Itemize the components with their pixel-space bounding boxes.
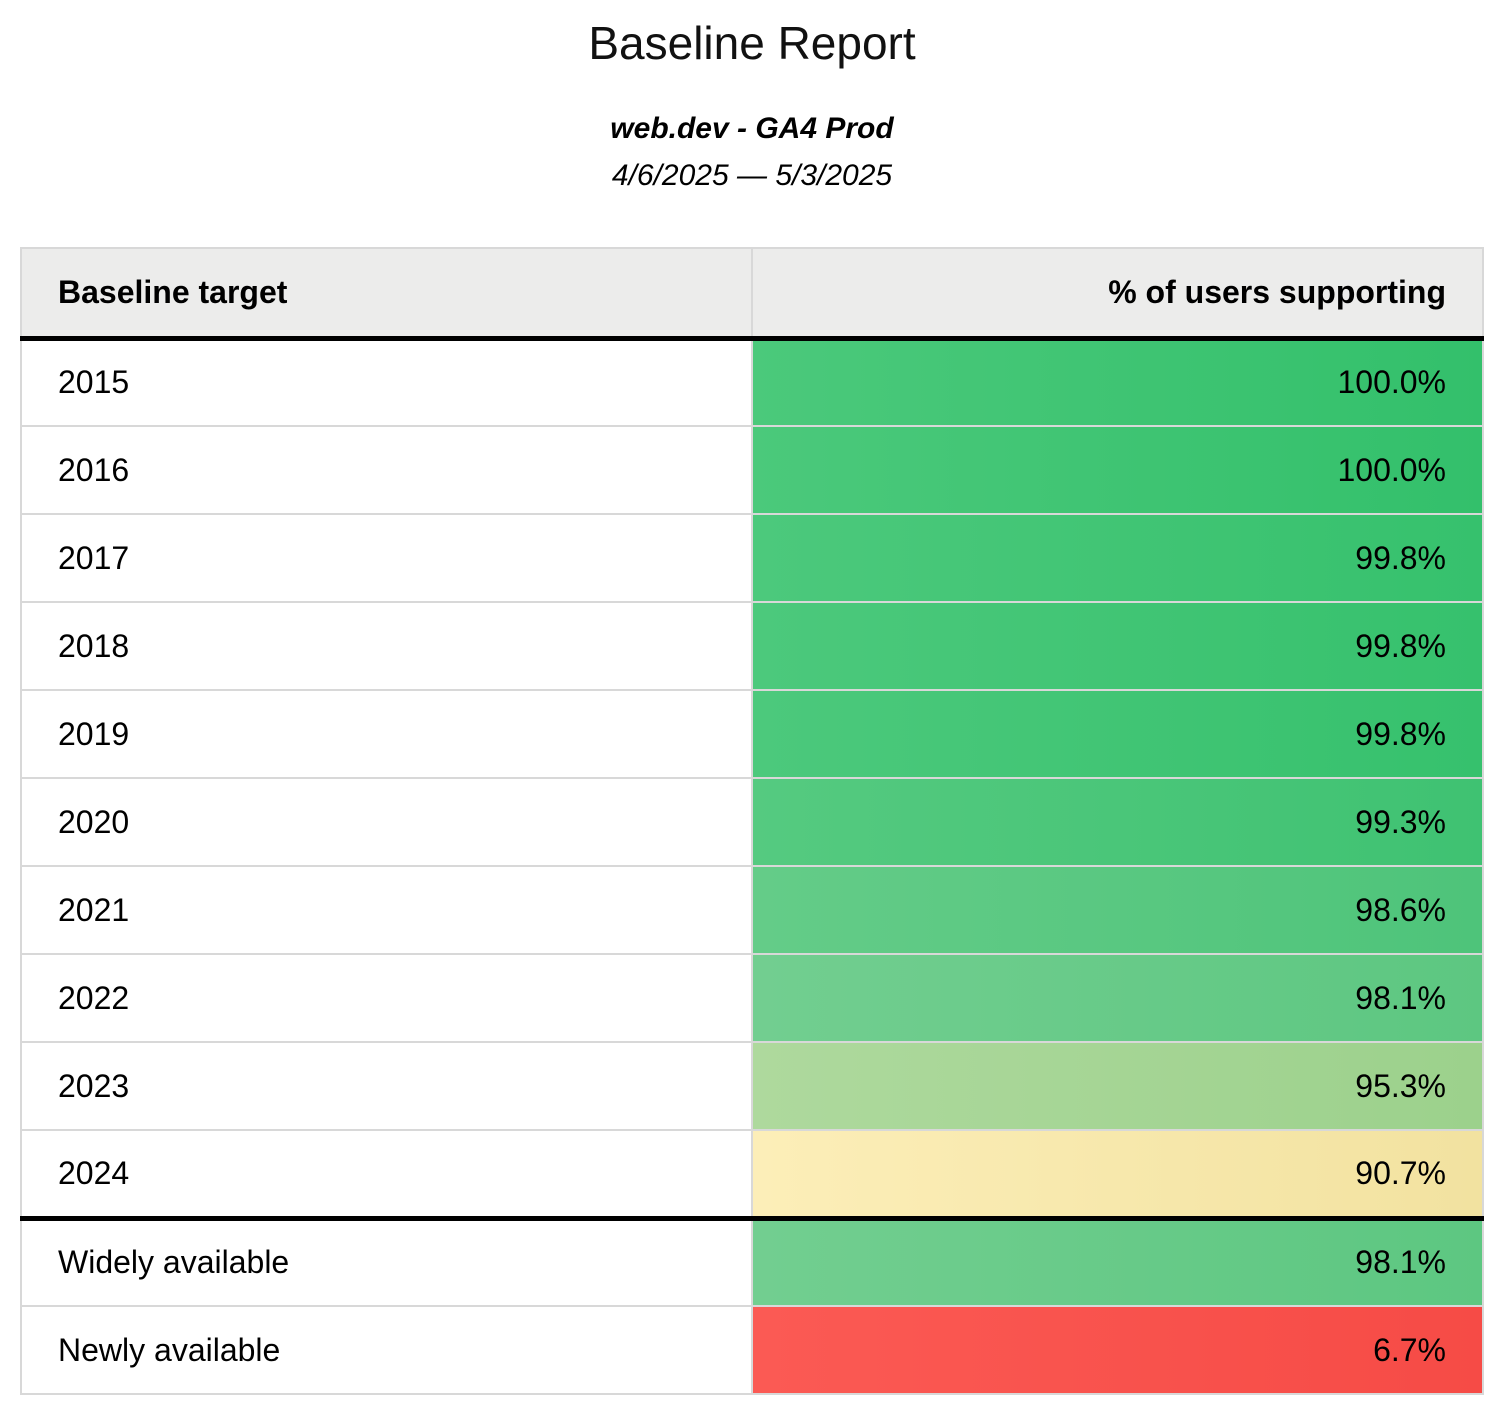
baseline-target-2023: 2023 bbox=[20, 1041, 753, 1132]
baseline-report-table: Baseline target % of users supporting 20… bbox=[20, 247, 1484, 1396]
baseline-target-2020: 2020 bbox=[20, 777, 753, 868]
support-value-2015: 100.0% bbox=[751, 337, 1484, 428]
baseline-target-2019: 2019 bbox=[20, 689, 753, 780]
baseline-target-2017: 2017 bbox=[20, 513, 753, 604]
support-value-2017: 99.8% bbox=[751, 513, 1484, 604]
table-row: 2016 100.0% bbox=[20, 425, 1484, 516]
support-value-2024: 90.7% bbox=[751, 1129, 1484, 1220]
baseline-target-2022: 2022 bbox=[20, 953, 753, 1044]
baseline-target-newly-available: Newly available bbox=[20, 1305, 753, 1396]
table-row: 2020 99.3% bbox=[20, 777, 1484, 868]
baseline-target-2021: 2021 bbox=[20, 865, 753, 956]
baseline-target-2015: 2015 bbox=[20, 337, 753, 428]
baseline-target-2016: 2016 bbox=[20, 425, 753, 516]
report-property-name: web.dev - GA4 Prod bbox=[610, 112, 894, 146]
support-value-2020: 99.3% bbox=[751, 777, 1484, 868]
page-title: Baseline Report bbox=[588, 17, 916, 69]
table-row: 2015 100.0% bbox=[20, 337, 1484, 428]
support-value-widely-available: 98.1% bbox=[751, 1215, 1484, 1308]
table-row: 2019 99.8% bbox=[20, 689, 1484, 780]
baseline-target-widely-available: Widely available bbox=[20, 1215, 753, 1308]
baseline-target-2018: 2018 bbox=[20, 601, 753, 692]
support-value-2019: 99.8% bbox=[751, 689, 1484, 780]
table-row: 2018 99.8% bbox=[20, 601, 1484, 692]
table-row: 2022 98.1% bbox=[20, 953, 1484, 1044]
support-value-newly-available: 6.7% bbox=[751, 1305, 1484, 1396]
baseline-target-2024: 2024 bbox=[20, 1129, 753, 1220]
table-row: 2021 98.6% bbox=[20, 865, 1484, 956]
table-row: 2023 95.3% bbox=[20, 1041, 1484, 1132]
table-row: 2024 90.7% bbox=[20, 1129, 1484, 1220]
support-value-2021: 98.6% bbox=[751, 865, 1484, 956]
column-header-percent-users-supporting: % of users supporting bbox=[751, 247, 1484, 341]
report-date-range: 4/6/2025 — 5/3/2025 bbox=[611, 159, 893, 193]
support-value-2018: 99.8% bbox=[751, 601, 1484, 692]
support-value-2022: 98.1% bbox=[751, 953, 1484, 1044]
column-header-baseline-target: Baseline target bbox=[20, 247, 753, 341]
table-header-row: Baseline target % of users supporting bbox=[20, 247, 1484, 341]
support-value-2023: 95.3% bbox=[751, 1041, 1484, 1132]
table-row: Widely available 98.1% bbox=[20, 1215, 1484, 1308]
table-row: 2017 99.8% bbox=[20, 513, 1484, 604]
support-value-2016: 100.0% bbox=[751, 425, 1484, 516]
table-row: Newly available 6.7% bbox=[20, 1305, 1484, 1396]
